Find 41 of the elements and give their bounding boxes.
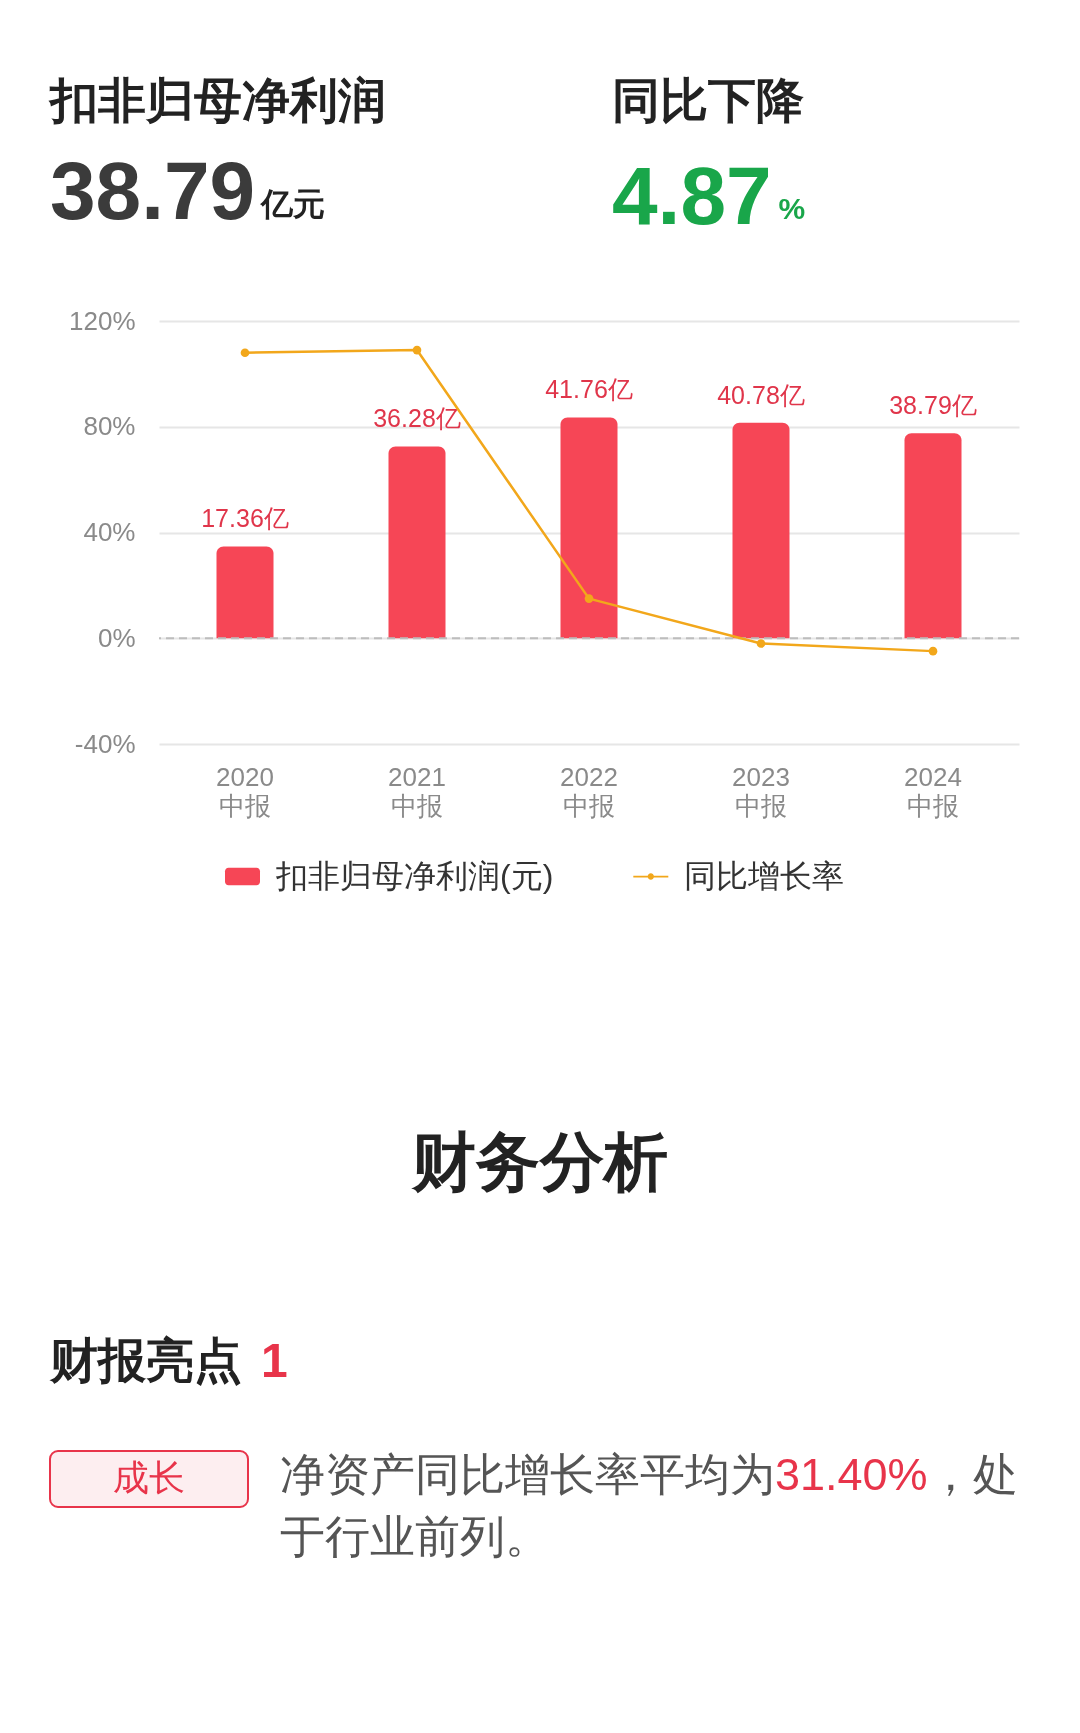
x-tick-label: 2022 中报 [560,761,618,821]
legend-label: 同比增长率 [684,857,845,894]
y-tick-label: 40% [83,517,136,547]
bar [904,433,962,639]
text: 4.87 [612,150,772,241]
point [584,594,594,603]
x-tick-label: 2020 中报 [216,761,274,821]
text: ，处 [927,1449,1018,1500]
text: 成长 [113,1457,185,1498]
y-tick-label: 120% [69,305,136,336]
text: 31.40% [775,1449,928,1500]
y-tick-label: 80% [83,411,136,442]
point [412,345,422,355]
legend-label: 扣非归母净利润(元) [275,857,554,894]
point [928,646,938,656]
point [756,639,766,648]
text: 财报亮点 [49,1334,242,1387]
x-tick-label: 2024 中报 [904,761,962,821]
bar [216,546,274,639]
y-tick-label: 0% [97,622,136,653]
text: 财务分析 [411,1126,668,1198]
data-label: 17.36亿 [201,504,289,533]
text: 净资产同比增长率平均为 [280,1449,775,1500]
x-tick-label: 2023 中报 [732,761,790,821]
bar [560,417,618,639]
data-label: 40.78亿 [717,380,805,409]
chart-title: 扣非归母净利润 [48,74,386,127]
data-label: 38.79亿 [889,391,977,420]
data-label: 36.28亿 [373,404,461,433]
point [240,348,250,358]
text: 同比下降 [612,74,804,127]
bar [388,446,446,639]
text: % [778,192,806,225]
data-label: 41.76亿 [545,375,633,404]
bar [732,422,790,639]
text: 38.79 [50,145,256,236]
x-tick-label: 2021 中报 [388,761,446,821]
y-tick-label: -40% [74,728,136,759]
text: 于行业前列。 [280,1511,550,1562]
text: 亿元 [259,186,326,222]
text: 1 [261,1334,288,1387]
